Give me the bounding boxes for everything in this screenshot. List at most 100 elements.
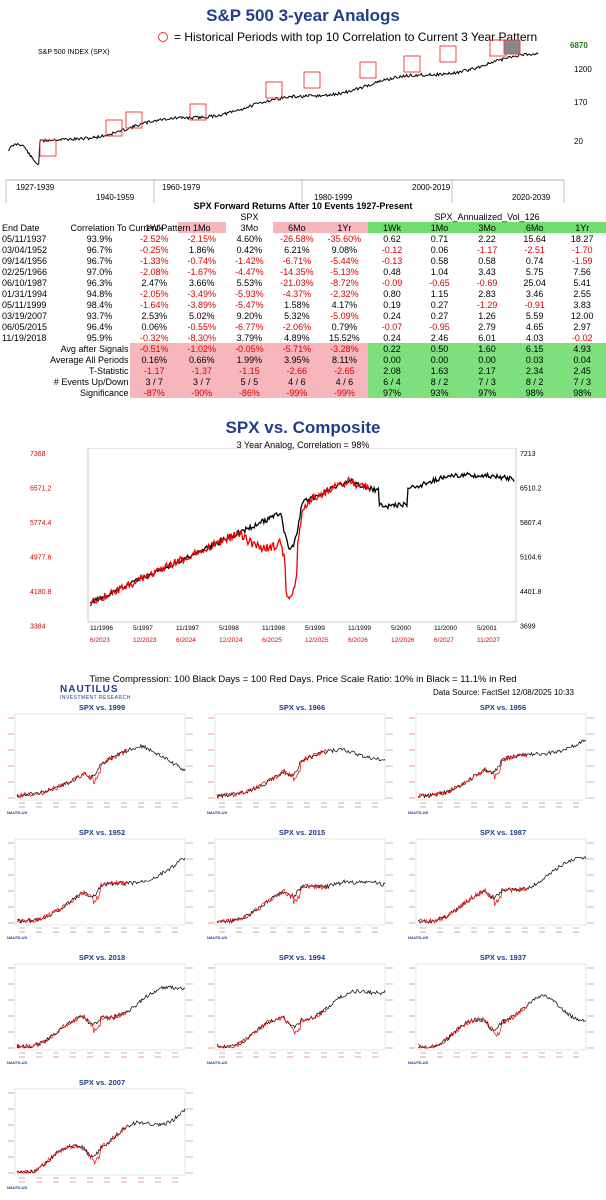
table-cell: 2.46 — [430, 332, 449, 343]
table-row: 06/05/2015 96.4% 0.06% -0.55% -6.77% -2.06% 0.… — [0, 321, 606, 332]
left-tick: 6571.2 — [30, 486, 52, 493]
table-cell: 3.79% — [236, 332, 263, 343]
x-tick-bottom: 1980-1999 — [314, 193, 353, 202]
x-red-tick: 12/2023 — [133, 637, 157, 644]
mini-chart: SPX vs. 1952 NAUTILUS — [5, 828, 199, 941]
mini-chart-plot: NAUTILUS — [408, 963, 594, 1065]
table-row: 06/10/1987 96.3% 2.47% 3.66% 5.53% -21.03% -8.… — [0, 277, 606, 288]
table-cell: 3.43 — [478, 266, 496, 277]
table-cell: 6.21% — [284, 244, 310, 255]
col-header: 6Mo — [510, 222, 559, 233]
summary-cell: 0.04 — [558, 354, 606, 365]
summary-cell: -87% — [130, 387, 179, 398]
table-cell: -5.93% — [235, 288, 264, 299]
table-cell: 18.27 — [570, 233, 594, 244]
summary-cell: 4.93 — [558, 343, 606, 354]
nautilus-logo: NAUTILUS INVESTMENT RESEARCH — [60, 684, 131, 701]
mini-chart-title: SPX vs. 1952 — [78, 828, 126, 837]
table-cell: -21.03% — [280, 277, 314, 288]
mini-chart-plot: NAUTILUS — [7, 1088, 193, 1190]
analog-period-box — [359, 61, 377, 79]
right-tick: 3699 — [520, 624, 536, 631]
table-cell: 03/19/2007 — [2, 310, 48, 321]
table-cell: -1.17 — [476, 244, 498, 255]
x-red-tick: 12/2025 — [305, 637, 329, 644]
table-cell: 0.58 — [430, 255, 449, 266]
table-cell: -2.06% — [282, 321, 312, 332]
table-cell: 0.42% — [236, 244, 263, 255]
summary-label: # Events Up/Down — [53, 376, 129, 387]
table-cell: 2.83 — [478, 288, 496, 299]
table-cell: 2.79 — [478, 321, 496, 332]
table-cell: -2.05% — [139, 288, 169, 299]
legend-text: = Historical Periods with top 10 Correla… — [174, 30, 538, 44]
table-cell: 0.06% — [141, 321, 167, 332]
mini-chart-plot: NAUTILUS — [207, 713, 393, 815]
mini-logo: NAUTILUS — [408, 935, 429, 940]
col-header: Correlation To Current Pattern — [70, 222, 191, 233]
col-header: 6Mo — [273, 222, 321, 233]
y-tick-label: 170 — [574, 98, 588, 107]
mini-chart: SPX vs. 1999 NAUTILUS — [5, 703, 199, 816]
table-cell: 0.62 — [383, 233, 401, 244]
table-cell: 0.27 — [430, 299, 449, 310]
table-cell: 5.41 — [573, 277, 591, 288]
table-cell: 9.08% — [331, 244, 358, 255]
mini-chart: SPX vs. 2015 NAUTILUS — [205, 828, 399, 941]
mini-logo: NAUTILUS — [7, 935, 28, 940]
table-cell: 96.7% — [86, 244, 113, 255]
mini-chart: SPX vs. 1956 NAUTILUS — [406, 703, 600, 816]
mini-logo: NAUTILUS — [7, 1060, 28, 1065]
analog-period-box — [125, 111, 143, 129]
table-cell: -3.49% — [187, 288, 217, 299]
table-cell: 0.06 — [430, 244, 449, 255]
table-cell: -0.02 — [571, 332, 593, 343]
table-cell: 25.04 — [523, 277, 546, 288]
current-period-box — [503, 39, 521, 55]
table-row: 11/19/2018 95.9% -0.32% -8.30% 3.79% 4.89% 15.… — [0, 332, 606, 343]
mini-red-line — [16, 1125, 128, 1174]
mini-chart: SPX vs. 1966 NAUTILUS — [205, 703, 399, 816]
table-cell: 2.55 — [573, 288, 591, 299]
summary-cell: -1.37 — [178, 365, 226, 376]
table-cell: 98.4% — [86, 299, 113, 310]
mini-logo: NAUTILUS — [408, 810, 429, 815]
summary-cell: -1.02% — [178, 343, 226, 354]
table-cell: -0.95 — [429, 321, 450, 332]
table-cell: -0.65 — [429, 277, 450, 288]
summary-cell: -0.05% — [225, 343, 274, 354]
analog-period-box — [189, 103, 207, 121]
legend-marker-icon — [158, 32, 168, 42]
x-tick-top: 1927-1939 — [16, 183, 55, 192]
table-cell: -0.91 — [524, 299, 545, 310]
table-cell: 4.60% — [236, 233, 263, 244]
x-black-tick: 11/2000 — [434, 625, 457, 632]
table-cell: -3.89% — [187, 299, 217, 310]
table-cell: 96.4% — [86, 321, 113, 332]
x-red-tick: 11/2027 — [477, 637, 500, 644]
mini-chart-title: SPX vs. 1999 — [78, 703, 126, 712]
table-cell: 93.9% — [86, 233, 113, 244]
group-vol: SPX_Annualized_Vol_126 — [434, 211, 540, 222]
table-cell: 06/05/2015 — [2, 321, 48, 332]
mini-black-line — [16, 743, 186, 798]
x-tick-bottom: 1940-1959 — [96, 193, 135, 202]
table-cell: -1.59 — [571, 255, 593, 266]
table-cell: 94.8% — [86, 288, 113, 299]
mini-chart: SPX vs. 1987 NAUTILUS — [406, 828, 600, 941]
mini-chart: SPX vs. 1937 NAUTILUS — [406, 953, 600, 1066]
summary-cell: 0.16% — [130, 354, 179, 365]
table-cell: -2.08% — [139, 266, 169, 277]
last-value-label: 6870 — [570, 41, 588, 50]
col-header: 1Yr — [558, 222, 606, 233]
mini-red-line — [16, 1009, 128, 1049]
mini-chart-plot: NAUTILUS — [7, 713, 193, 815]
summary-cell: 2.45 — [558, 365, 606, 376]
table-cell: 6.01 — [478, 332, 496, 343]
summary-cell: -1.17 — [130, 365, 179, 376]
table-cell: -1.70 — [571, 244, 593, 255]
mini-red-line — [417, 886, 529, 925]
top-legend: = Historical Periods with top 10 Correla… — [158, 30, 537, 44]
right-tick: 5807.4 — [520, 520, 542, 527]
table-cell: 5.32% — [284, 310, 310, 321]
